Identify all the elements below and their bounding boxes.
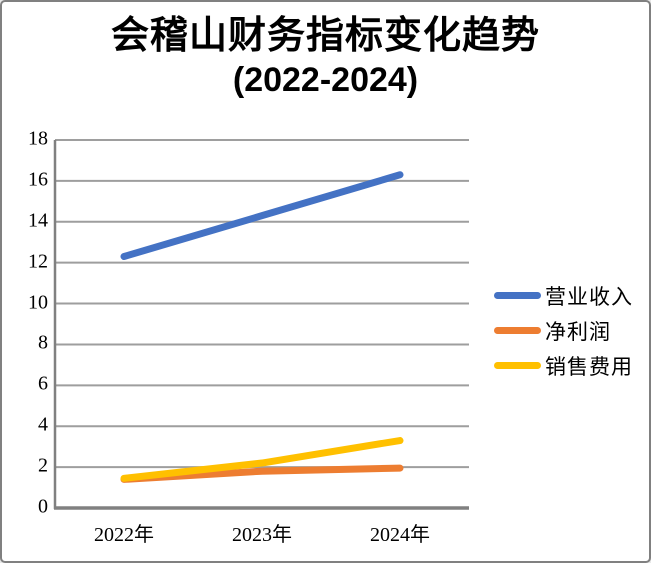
legend-item: 销售费用	[494, 352, 633, 379]
legend-line-marker	[494, 327, 541, 334]
legend-item: 营业收入	[494, 282, 633, 309]
legend-label: 净利润	[545, 319, 611, 344]
chart-subtitle-text: (2022-2024)	[232, 61, 419, 99]
legend-item: 净利润	[494, 317, 633, 344]
legend: 营业收入净利润销售费用	[494, 282, 633, 379]
y-axis-tick-label: 0	[38, 495, 48, 518]
y-axis-tick-label: 4	[38, 413, 48, 436]
x-axis-tick-label: 2022年	[94, 524, 154, 546]
legend-line-marker	[494, 362, 541, 369]
x-axis-tick-label: 2024年	[370, 524, 430, 546]
y-axis-tick-label: 14	[28, 209, 48, 232]
y-axis-tick-label: 2	[38, 454, 48, 477]
series-line-2	[120, 437, 404, 482]
legend-label: 销售费用	[545, 354, 633, 379]
chart-title-text: 会稽山财务指标变化趋势	[110, 15, 540, 57]
legend-label: 营业收入	[545, 284, 633, 309]
y-axis-tick-label: 6	[38, 372, 48, 395]
y-axis-tick-label: 18	[28, 127, 48, 150]
y-axis-tick-label: 16	[28, 168, 48, 191]
plot-area	[53, 139, 469, 510]
y-axis-tick-label: 10	[28, 291, 48, 314]
legend-line-marker	[494, 292, 541, 299]
x-axis-tick-label: 2023年	[232, 524, 292, 546]
chart-title: 会稽山财务指标变化趋势 (2022-2024)	[2, 12, 649, 100]
series-line-0	[120, 171, 404, 261]
y-axis-tick-label: 12	[28, 250, 48, 273]
y-axis-tick-label: 8	[38, 332, 48, 355]
